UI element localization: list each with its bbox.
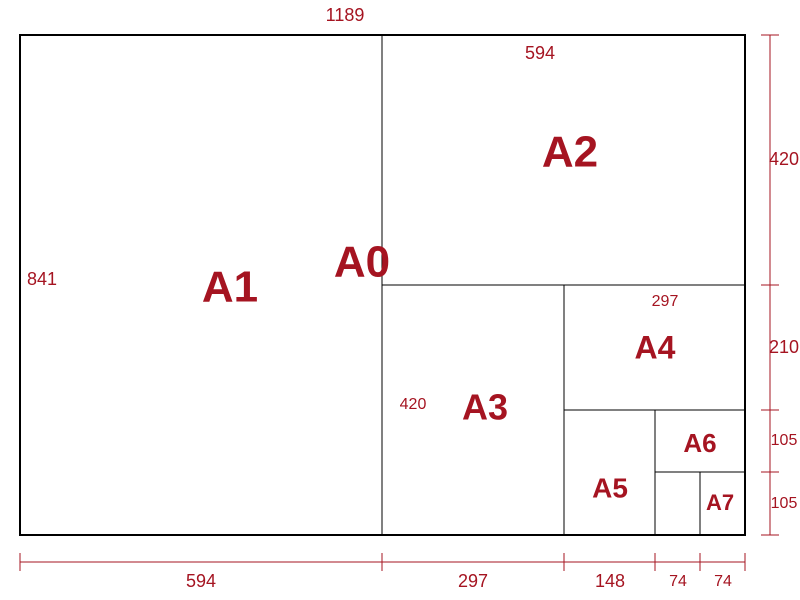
dim-label-right: 105 — [771, 432, 798, 449]
dim-label-bottom: 148 — [595, 571, 625, 591]
dim-label-right: 420 — [769, 149, 799, 169]
dim-label: 297 — [652, 293, 679, 310]
paper-label-a0: A0 — [334, 238, 390, 287]
dim-label: 1189 — [326, 5, 365, 25]
dim-label: 841 — [27, 269, 57, 289]
paper-label-a3: A3 — [462, 387, 508, 428]
paper-label-a2: A2 — [542, 128, 598, 177]
paper-label-a5: A5 — [592, 472, 628, 503]
paper-label-a4: A4 — [635, 329, 676, 365]
dim-label: 594 — [525, 43, 555, 63]
paper-label-a6: A6 — [683, 428, 716, 458]
dim-label-bottom: 74 — [669, 573, 687, 590]
dim-label-right: 210 — [769, 337, 799, 357]
dim-label-right: 105 — [771, 495, 798, 512]
dim-label-bottom: 74 — [714, 573, 732, 590]
paper-label-a1: A1 — [202, 263, 258, 312]
paper-label-a7: A7 — [706, 490, 734, 515]
dim-label: 420 — [400, 396, 427, 413]
dim-label-bottom: 297 — [458, 571, 488, 591]
dim-label-bottom: 594 — [186, 571, 216, 591]
